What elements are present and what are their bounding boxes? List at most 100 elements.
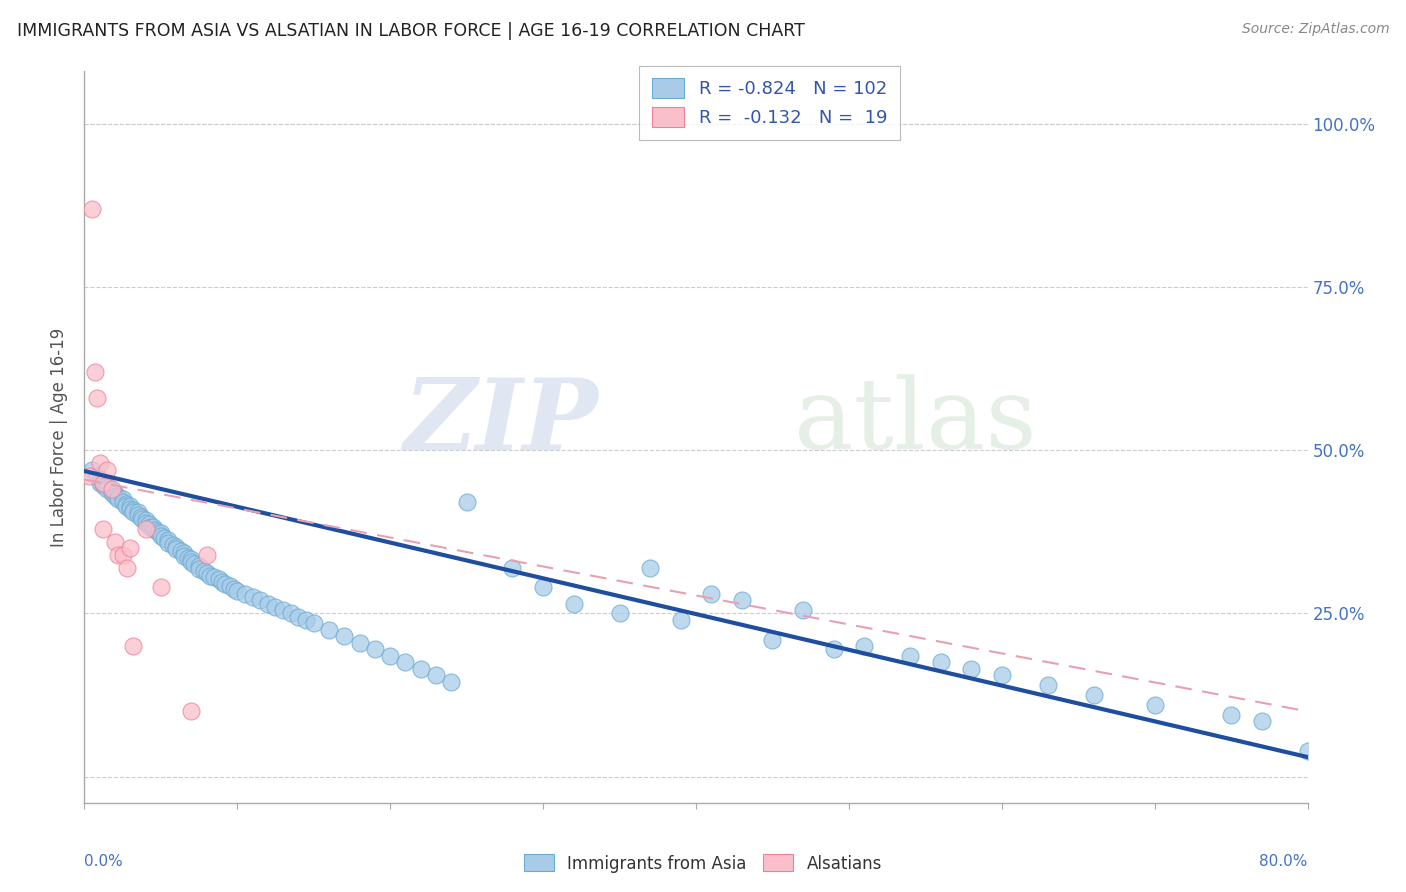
Point — [157, 536, 180, 550]
Point — [89, 473, 111, 487]
Point — [107, 548, 129, 562]
Point — [149, 529, 172, 543]
Point — [233, 587, 256, 601]
Point — [193, 564, 215, 578]
Point — [208, 573, 231, 587]
Text: atlas: atlas — [794, 375, 1036, 470]
Point — [264, 599, 287, 614]
Point — [139, 519, 162, 533]
Point — [107, 490, 129, 504]
Point — [823, 642, 845, 657]
Point — [149, 580, 172, 594]
Point — [101, 485, 124, 500]
Point — [302, 616, 325, 631]
Point — [440, 675, 463, 690]
Point — [120, 499, 142, 513]
Point — [135, 516, 157, 531]
Point — [249, 593, 271, 607]
Point — [562, 597, 585, 611]
Legend: Immigrants from Asia, Alsatians: Immigrants from Asia, Alsatians — [517, 847, 889, 880]
Point — [146, 524, 169, 539]
Point — [226, 583, 249, 598]
Point — [609, 607, 631, 621]
Point — [349, 636, 371, 650]
Point — [114, 499, 136, 513]
Point — [149, 526, 172, 541]
Point — [257, 597, 280, 611]
Point — [456, 495, 478, 509]
Point — [333, 629, 356, 643]
Text: ZIP: ZIP — [404, 375, 598, 471]
Point — [91, 475, 114, 490]
Point — [394, 656, 416, 670]
Point — [180, 552, 202, 566]
Point — [1083, 688, 1105, 702]
Point — [409, 662, 432, 676]
Point — [89, 456, 111, 470]
Point — [170, 544, 193, 558]
Point — [135, 513, 157, 527]
Point — [380, 648, 402, 663]
Text: 0.0%: 0.0% — [84, 854, 124, 869]
Point — [157, 533, 180, 548]
Point — [91, 477, 114, 491]
Point — [287, 609, 309, 624]
Point — [86, 469, 108, 483]
Point — [122, 503, 145, 517]
Point — [173, 549, 195, 563]
Point — [120, 541, 142, 555]
Point — [502, 560, 524, 574]
Point — [853, 639, 876, 653]
Point — [111, 495, 134, 509]
Point — [195, 566, 218, 580]
Point — [1036, 678, 1059, 692]
Point — [198, 568, 221, 582]
Point — [131, 512, 153, 526]
Point — [165, 542, 187, 557]
Point — [115, 560, 138, 574]
Point — [104, 485, 127, 500]
Point — [280, 607, 302, 621]
Legend: R = -0.824   N = 102, R =  -0.132   N =  19: R = -0.824 N = 102, R = -0.132 N = 19 — [638, 66, 900, 140]
Point — [202, 570, 225, 584]
Point — [111, 492, 134, 507]
Point — [153, 531, 176, 545]
Point — [295, 613, 318, 627]
Point — [214, 577, 236, 591]
Point — [127, 505, 149, 519]
Point — [135, 521, 157, 535]
Point — [96, 483, 118, 497]
Point — [180, 556, 202, 570]
Point — [142, 520, 165, 534]
Point — [929, 656, 952, 670]
Point — [104, 534, 127, 549]
Point — [122, 505, 145, 519]
Point — [93, 479, 115, 493]
Point — [86, 391, 108, 405]
Point — [143, 523, 166, 537]
Text: IMMIGRANTS FROM ASIA VS ALSATIAN IN LABOR FORCE | AGE 16-19 CORRELATION CHART: IMMIGRANTS FROM ASIA VS ALSATIAN IN LABO… — [17, 22, 804, 40]
Point — [700, 587, 723, 601]
Point — [111, 548, 134, 562]
Point — [242, 590, 264, 604]
Point — [96, 463, 118, 477]
Point — [364, 642, 387, 657]
Point — [425, 668, 447, 682]
Point — [84, 365, 107, 379]
Point — [211, 575, 233, 590]
Y-axis label: In Labor Force | Age 16-19: In Labor Force | Age 16-19 — [51, 327, 69, 547]
Text: Source: ZipAtlas.com: Source: ZipAtlas.com — [1241, 22, 1389, 37]
Point — [80, 202, 103, 216]
Point — [96, 479, 118, 493]
Point — [991, 668, 1014, 682]
Point — [89, 475, 111, 490]
Point — [1220, 707, 1243, 722]
Point — [177, 550, 200, 565]
Point — [127, 508, 149, 523]
Point — [107, 492, 129, 507]
Point — [120, 502, 142, 516]
Point — [77, 469, 100, 483]
Point — [91, 521, 114, 535]
Point — [318, 623, 340, 637]
Point — [531, 580, 554, 594]
